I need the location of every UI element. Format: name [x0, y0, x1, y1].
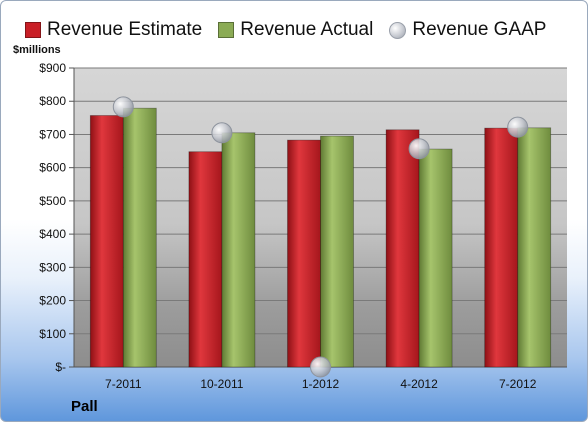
legend-swatch-estimate [25, 22, 41, 38]
x-tick-label: 7-2011 [105, 377, 142, 391]
legend-label-gaap: Revenue GAAP [412, 19, 547, 40]
legend-swatch-actual [218, 22, 235, 38]
legend-bubble-gaap [389, 21, 407, 39]
legend-label-estimate: Revenue Estimate [47, 19, 203, 40]
bar-estimate [89, 115, 124, 368]
bubble-gaap [211, 122, 233, 144]
bar-estimate [484, 127, 519, 368]
bar-actual [320, 135, 354, 368]
y-tick-label: $600 [39, 161, 66, 175]
bubble-gaap [310, 356, 331, 378]
bar-estimate [287, 139, 321, 368]
y-tick-label: $200 [39, 294, 66, 308]
bar-actual [517, 127, 552, 368]
bar-actual [221, 132, 256, 368]
bubble-gaap [507, 116, 529, 138]
y-tick-label: $500 [39, 194, 66, 208]
bar-actual [418, 148, 453, 368]
y-tick-label: $400 [39, 227, 66, 241]
legend-label-actual: Revenue Actual [240, 19, 374, 40]
legend: Revenue Estimate Revenue Actual Revenue … [25, 15, 562, 45]
y-axis-unit-label: $millions [13, 44, 61, 56]
legend-entry-gaap: Revenue GAAP [389, 19, 546, 41]
x-tick-label: 1-2012 [302, 377, 340, 391]
y-tick-label: $- [55, 360, 66, 374]
bar-actual [122, 107, 157, 368]
y-tick-label: $100 [39, 327, 66, 341]
bubble-gaap [112, 96, 134, 118]
legend-entry-actual: Revenue Actual [218, 19, 373, 41]
y-tick-label: $800 [39, 94, 66, 108]
legend-entry-estimate: Revenue Estimate [25, 19, 202, 41]
y-tick-label: $700 [39, 127, 66, 141]
y-tick-label: $300 [39, 260, 66, 274]
y-tick-label: $900 [39, 61, 66, 75]
bubble-gaap [408, 138, 430, 160]
x-tick-label: 7-2012 [499, 377, 537, 391]
bar-estimate [188, 151, 223, 368]
bar-estimate [385, 129, 420, 368]
x-tick-label: 10-2011 [200, 377, 243, 391]
company-name: Pall [71, 398, 98, 415]
x-tick-label: 4-2012 [400, 377, 438, 391]
